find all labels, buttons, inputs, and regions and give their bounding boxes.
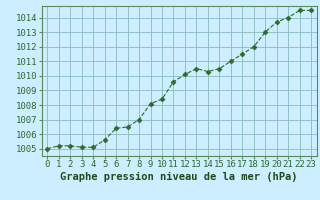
X-axis label: Graphe pression niveau de la mer (hPa): Graphe pression niveau de la mer (hPa) — [60, 172, 298, 182]
